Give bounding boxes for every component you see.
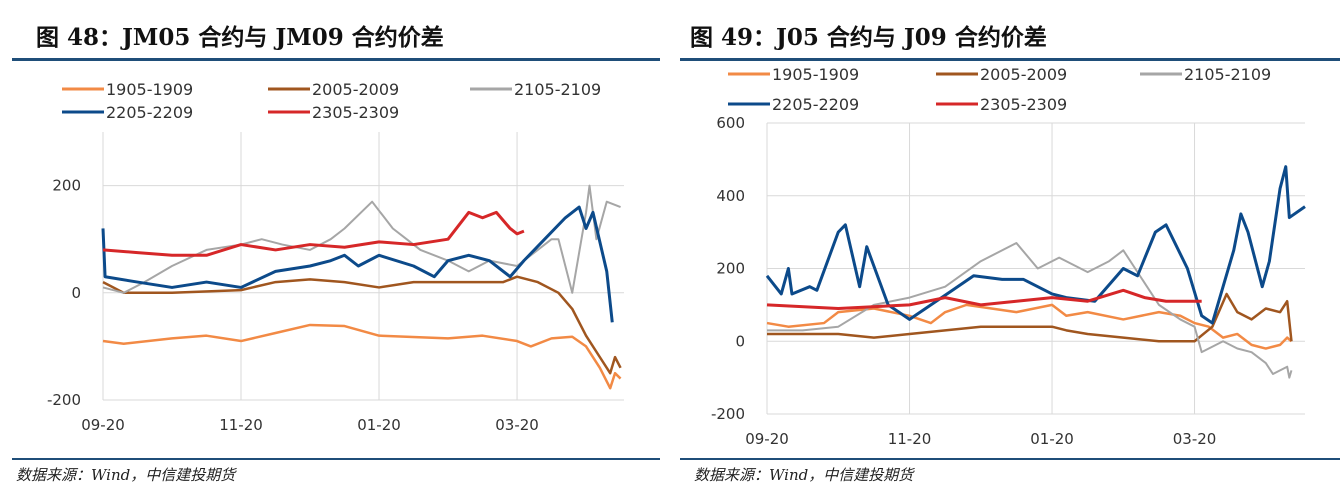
series-line-2305-2309 (766, 288, 1202, 311)
title-divider (680, 58, 1340, 61)
x-tick-label: 01-20 (1030, 430, 1074, 448)
legend-item: 2205-2209 (728, 95, 859, 114)
x-tick-label: 03-20 (495, 416, 539, 434)
y-tick-label: 400 (716, 187, 745, 205)
legend-item: 2005-2009 (936, 65, 1067, 84)
legend-label: 2105-2109 (1184, 65, 1271, 84)
chart-svg: -200 0 200 09-20 11-20 01-20 03-20 1905-1909 200… (47, 80, 624, 434)
chart-title: 图 49：J05 合约与 J09 合约价差 (690, 24, 1047, 51)
source-note: 数据来源：Wind，中信建投期货 (16, 466, 236, 484)
legend-label: 2005-2009 (312, 80, 399, 99)
x-tick-label: 01-20 (357, 416, 401, 434)
y-tick-label: 0 (735, 332, 745, 350)
legend-label: 2305-2309 (980, 95, 1067, 114)
y-tick-label: 600 (716, 114, 745, 132)
legend-item: 2305-2309 (936, 95, 1067, 114)
source-note: 数据来源：Wind，中信建投期货 (694, 466, 914, 484)
legend-label: 2205-2209 (772, 95, 859, 114)
series-line-2105-2109 (767, 242, 1293, 379)
footer-divider (680, 458, 1340, 460)
y-tick-label: -200 (711, 405, 745, 423)
series-line-2205-2209 (101, 205, 614, 323)
y-tick-label: -200 (47, 391, 81, 409)
legend-label: 2005-2009 (980, 65, 1067, 84)
x-tick-label: 11-20 (219, 416, 263, 434)
x-tick-label: 09-20 (81, 416, 125, 434)
x-tick-label: 09-20 (745, 430, 789, 448)
legend-label: 2305-2309 (312, 103, 399, 122)
legend-item: 1905-1909 (728, 65, 859, 84)
legend-item: 2305-2309 (268, 103, 399, 122)
y-tick-label: 200 (52, 177, 81, 195)
legend-label: 2105-2109 (514, 80, 601, 99)
title-divider (12, 58, 660, 61)
x-tick-label: 11-20 (888, 430, 932, 448)
legend-item: 1905-1909 (62, 80, 193, 99)
chart-svg: -200 0 200 400 600 09-20 11-20 01-20 03-20 1905-1… (711, 65, 1306, 448)
footer-divider (12, 458, 660, 460)
legend-label: 1905-1909 (106, 80, 193, 99)
y-tick-label: 0 (71, 284, 81, 302)
series-line-2005-2009 (767, 292, 1293, 343)
chart-panel-j: 图 49：J05 合约与 J09 合约价差 -200 0 200 400 600 09-2… (680, 0, 1340, 496)
x-tick-label: 03-20 (1173, 430, 1217, 448)
series-line-1905-1909 (766, 303, 1293, 350)
legend-item: 2005-2009 (268, 80, 399, 99)
legend-item: 2205-2209 (62, 103, 193, 122)
series-line-1905-1909 (102, 323, 622, 390)
chart-panel-jm: 图 48：JM05 合约与 JM09 合约价差 -200 0 200 09-20 11-… (0, 0, 660, 496)
legend-item: 2105-2109 (1140, 65, 1271, 84)
series-line-2005-2009 (102, 275, 622, 375)
legend-item: 2105-2109 (470, 80, 601, 99)
legend-label: 2205-2209 (106, 103, 193, 122)
series-line-2305-2309 (102, 210, 525, 257)
y-tick-label: 200 (716, 260, 745, 278)
legend-label: 1905-1909 (772, 65, 859, 84)
chart-title: 图 48：JM05 合约与 JM09 合约价差 (36, 24, 444, 51)
